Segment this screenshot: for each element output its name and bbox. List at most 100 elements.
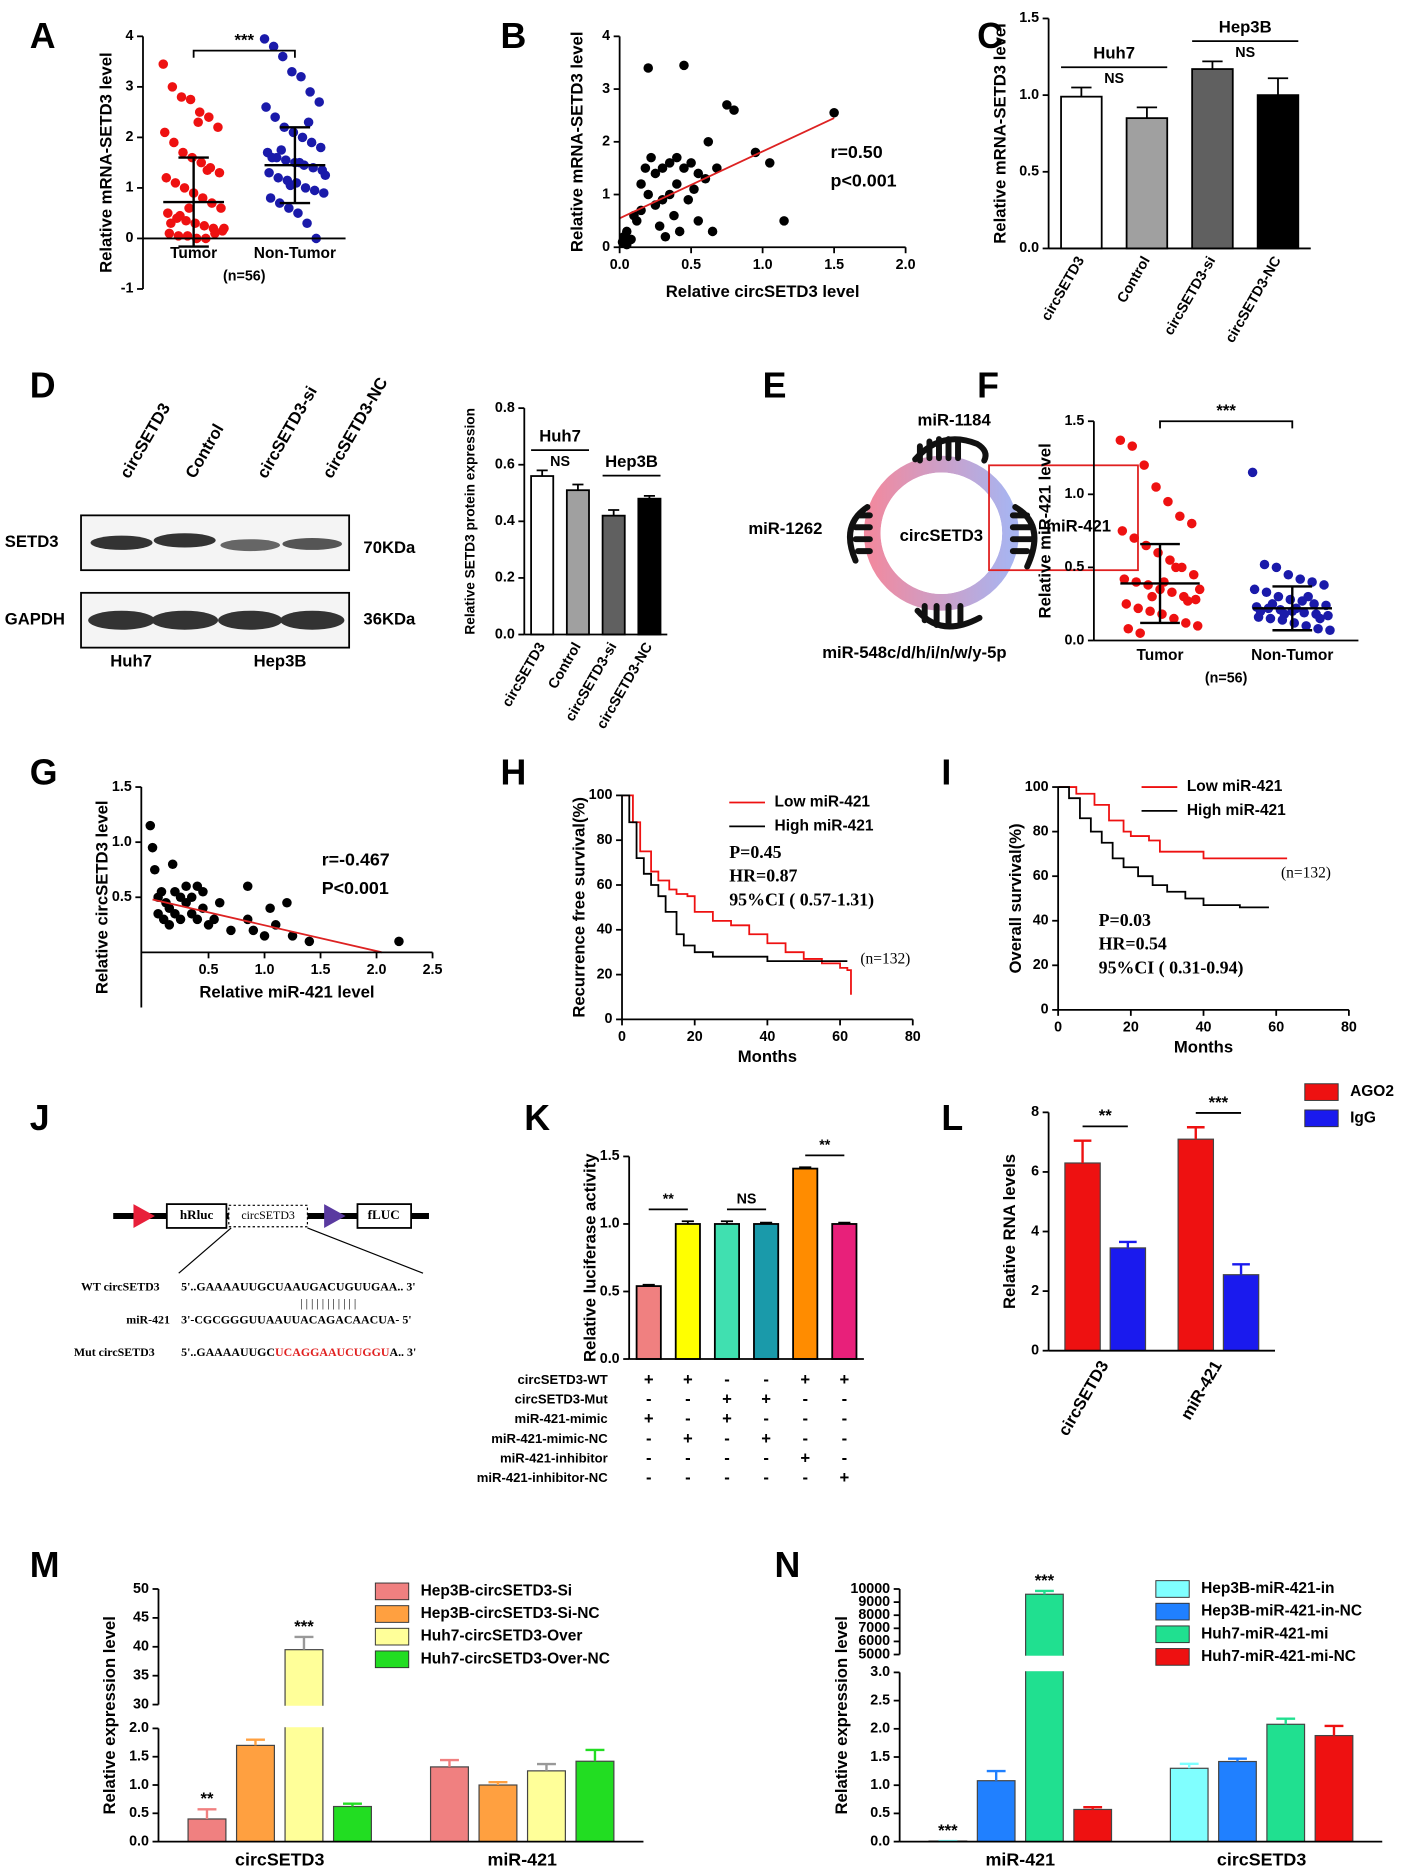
y-tick-label: 1.5 [870, 1749, 890, 1765]
bar [187, 1818, 227, 1843]
point [1259, 559, 1270, 570]
point [281, 155, 291, 165]
point [302, 218, 312, 229]
table-mark: - [724, 1468, 730, 1487]
y-tick-label: 1.5 [600, 1148, 620, 1164]
point [185, 94, 196, 105]
cell-line: Huh7 [110, 651, 152, 670]
bar [753, 1223, 780, 1360]
gene-box [165, 1203, 228, 1229]
n-label: (n=132) [860, 950, 910, 967]
point [273, 173, 283, 183]
panel-letter: J [30, 1098, 50, 1138]
point [179, 183, 190, 193]
y-tick-label: 30 [133, 1696, 149, 1712]
table-row-label: miR-421-mimic-NC [491, 1431, 608, 1446]
point [1303, 591, 1313, 602]
x-tick-label: 2.0 [367, 962, 387, 978]
sig-label: *** [235, 31, 255, 50]
error-bar [838, 1221, 851, 1224]
y-tick-label: 1.0 [600, 1216, 620, 1232]
error-bar [1324, 1724, 1344, 1736]
point [178, 147, 188, 158]
table-mark: - [685, 1409, 691, 1428]
table-mark: + [800, 1449, 810, 1468]
point [712, 163, 722, 173]
error-bar [488, 1780, 508, 1786]
point [1307, 577, 1317, 587]
test-label: NS [1104, 71, 1124, 87]
panel: Gr=-0.467 P<0.001 0.5 1.0 1.5 0.5 1.0 1.5 2.0 2.5… [30, 753, 443, 1008]
point [265, 193, 276, 203]
point [303, 117, 314, 128]
point [1117, 526, 1128, 536]
point [160, 127, 170, 138]
y-tick-label: 80 [1033, 823, 1049, 839]
point [175, 210, 185, 221]
legend-swatch [1155, 1648, 1190, 1666]
x-tick-label: 80 [1341, 1020, 1357, 1036]
point [214, 167, 225, 178]
point [186, 892, 197, 903]
bar [565, 489, 590, 636]
bar [713, 1223, 740, 1360]
y-tick-label: 0.2 [495, 570, 515, 586]
legend-label: High miR-421 [1187, 802, 1286, 819]
x-tick-label: 1.0 [255, 962, 275, 978]
bar [429, 1766, 469, 1843]
y-tick-label: 0 [602, 239, 610, 255]
annotation: HR=0.87 [729, 866, 797, 886]
y-tick-label: 0.0 [129, 1833, 149, 1849]
legend-swatch [374, 1650, 410, 1669]
panel: M*****circSETD3 miR-421Hep3B-circSETD3-Si… [30, 1545, 645, 1869]
x-tick-label: 40 [1196, 1020, 1212, 1036]
bands [88, 533, 345, 630]
panel-letter: H [500, 753, 526, 793]
error-bar [986, 1769, 1006, 1781]
error-bar [1186, 1126, 1205, 1140]
highlight-box [988, 464, 1139, 572]
x-tick-label: 2.0 [896, 257, 916, 273]
point [149, 864, 160, 875]
point [1183, 596, 1193, 606]
point [1127, 441, 1138, 451]
table-mark: - [724, 1429, 730, 1448]
point [259, 931, 270, 941]
table-mark: - [842, 1390, 848, 1409]
error-bar [1071, 86, 1092, 97]
survival-curve [1058, 786, 1288, 860]
point [296, 71, 306, 82]
binding-diagram: E circSETD3 miR-1184 miR-1262 miR-421 mi… [748, 365, 1139, 662]
point [643, 63, 653, 73]
point [1171, 562, 1181, 573]
survival-curve [622, 794, 852, 995]
point [707, 226, 718, 237]
point [1131, 577, 1141, 587]
point [1115, 435, 1126, 445]
annotation: P=0.45 [729, 842, 781, 862]
table-mark: - [724, 1449, 730, 1468]
point [158, 59, 169, 69]
point [1299, 607, 1309, 618]
sig-label: *** [1035, 1571, 1055, 1590]
panel-letter: L [941, 1098, 963, 1138]
x-tick-label: circSETD3 [235, 1849, 324, 1869]
y-tick-label: -1 [121, 281, 134, 297]
legend-label: Hep3B-miR-421-in-NC [1201, 1603, 1362, 1620]
x-tick-label: 0.5 [199, 962, 219, 978]
site-label: miR-1184 [918, 411, 992, 430]
y-tick-label: 3 [126, 79, 134, 95]
y-tick-label: 3 [602, 81, 610, 97]
point [394, 936, 404, 947]
y-tick-label: 60 [597, 877, 613, 893]
y-tick-label: 1.0 [129, 1777, 149, 1793]
legend-label: Low miR-421 [1187, 778, 1283, 795]
y-tick-label: 45 [133, 1610, 149, 1626]
sequence: 5'..GAAAAUUGCUAAUGACUGUUGAA.. 3' [181, 1279, 415, 1293]
error-bar [537, 1762, 556, 1771]
sequence: 5'..GAAAAUUGCUCAGGAAUCUGGUA.. 3' [181, 1345, 416, 1359]
table-mark: + [839, 1370, 849, 1389]
legend-label: Hep3B-circSETD3-Si-NC [421, 1605, 600, 1622]
n-label: (n=56) [223, 268, 266, 284]
point [268, 41, 279, 52]
